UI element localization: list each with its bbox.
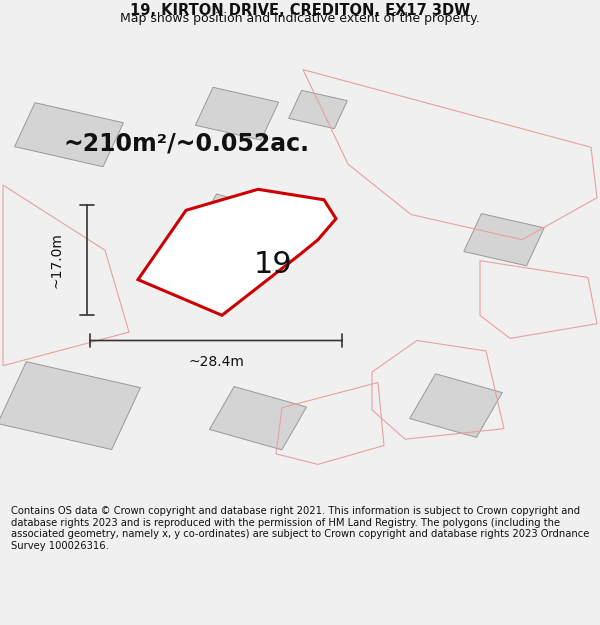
- Text: ~17.0m: ~17.0m: [50, 232, 64, 288]
- Text: Map shows position and indicative extent of the property.: Map shows position and indicative extent…: [120, 12, 480, 25]
- Polygon shape: [138, 189, 336, 315]
- Bar: [169, 194, 281, 294]
- Bar: [410, 374, 502, 438]
- Bar: [464, 214, 544, 266]
- Text: ~210m²/~0.052ac.: ~210m²/~0.052ac.: [63, 131, 309, 155]
- Text: 19: 19: [254, 251, 292, 279]
- Bar: [14, 102, 124, 167]
- Text: 19, KIRTON DRIVE, CREDITON, EX17 3DW: 19, KIRTON DRIVE, CREDITON, EX17 3DW: [130, 3, 470, 18]
- Bar: [209, 386, 307, 450]
- Text: ~28.4m: ~28.4m: [188, 356, 244, 369]
- Text: Contains OS data © Crown copyright and database right 2021. This information is : Contains OS data © Crown copyright and d…: [11, 506, 589, 551]
- Bar: [289, 91, 347, 129]
- Bar: [0, 362, 140, 449]
- Bar: [196, 88, 278, 140]
